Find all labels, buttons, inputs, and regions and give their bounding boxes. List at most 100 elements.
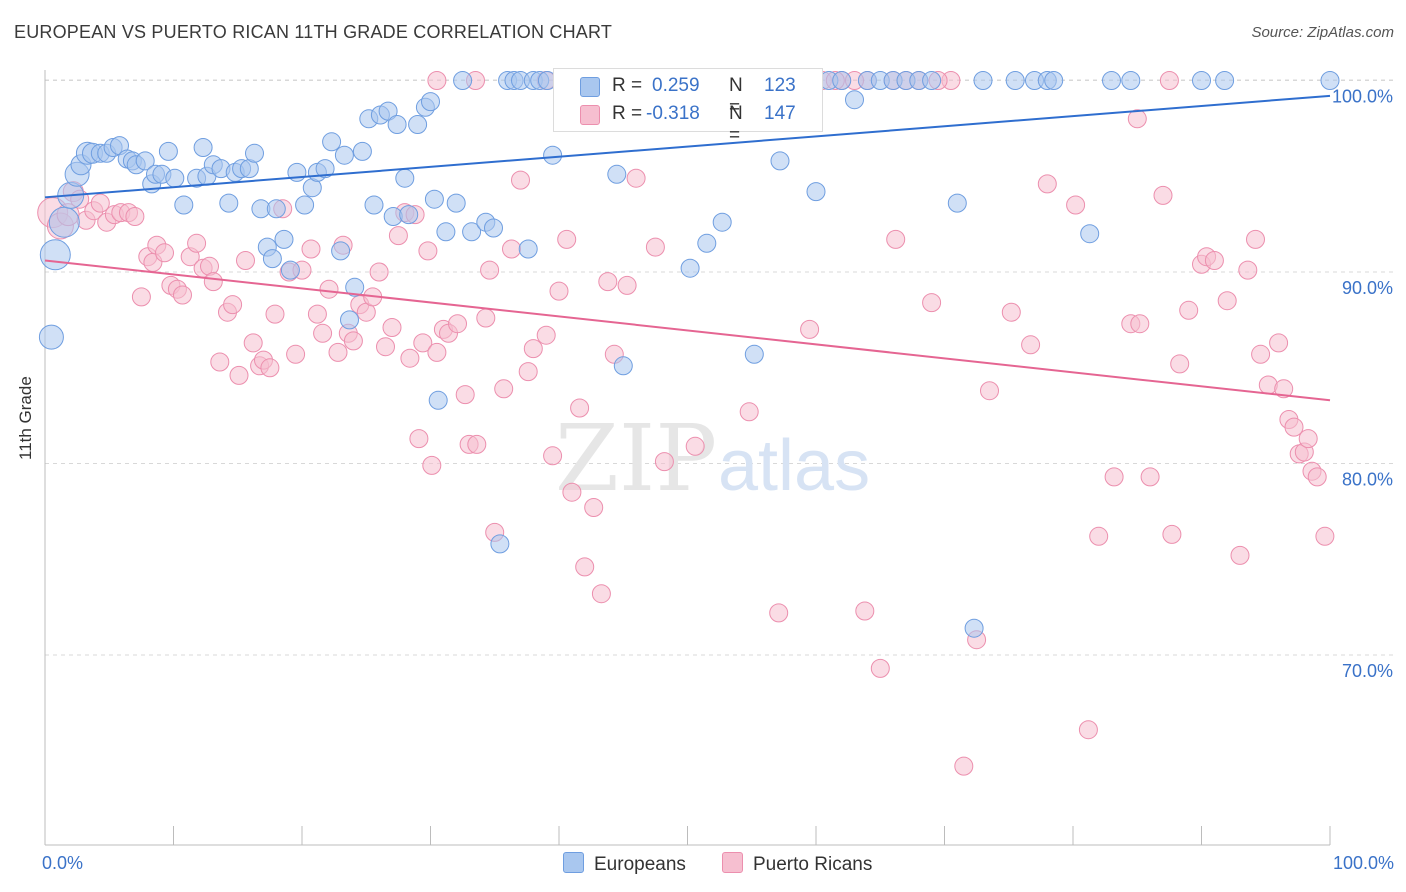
europeans-point: [262, 249, 282, 269]
europeans-point: [543, 145, 563, 165]
puerto-ricans-point: [954, 756, 974, 776]
europeans-point: [697, 233, 717, 253]
correlation-legend: R = 0.259 N = 123 R = -0.318 N = 147: [553, 68, 823, 146]
puerto-ricans-point: [260, 358, 280, 378]
puerto-ricans-point: [480, 260, 500, 280]
watermark-atlas: atlas: [718, 426, 870, 506]
europeans-point: [421, 92, 440, 112]
puerto-ricans-point: [494, 379, 514, 399]
europeans-point: [607, 164, 627, 184]
europeans-point: [518, 239, 538, 259]
puerto-ricans-point: [1251, 344, 1271, 364]
puerto-ricans-point: [422, 455, 442, 475]
europeans-point: [1320, 71, 1340, 90]
europeans-point: [408, 115, 428, 134]
puerto-ricans-point: [1246, 229, 1265, 249]
europeans-point: [680, 258, 700, 278]
puerto-ricans-point: [570, 398, 590, 418]
puerto-ricans-point: [1274, 379, 1294, 399]
legend-swatch-puerto-ricans: [722, 852, 743, 873]
europeans-point: [1192, 71, 1211, 90]
legend-r-label: R =: [612, 103, 643, 124]
puerto-ricans-point: [286, 344, 306, 364]
europeans-point: [38, 324, 64, 350]
puerto-ricans-point: [1217, 291, 1237, 311]
puerto-ricans-point: [400, 348, 420, 368]
watermark: ZIP atlas: [555, 405, 870, 512]
europeans-point: [436, 222, 456, 242]
y-tick-label: 80.0%: [1342, 470, 1393, 490]
chart-title: EUROPEAN VS PUERTO RICAN 11TH GRADE CORR…: [14, 22, 613, 42]
europeans-point: [490, 534, 510, 554]
puerto-ricans-point: [1001, 302, 1021, 322]
europeans-point: [428, 390, 448, 410]
europeans-point: [331, 241, 351, 261]
puerto-ricans-point: [476, 308, 496, 328]
y-tick-label: 100.0%: [1332, 87, 1393, 107]
puerto-ricans-point: [1230, 545, 1250, 565]
puerto-ricans-point: [685, 436, 705, 456]
europeans-point: [48, 206, 80, 238]
europeans-point: [315, 159, 335, 179]
puerto-ricans-point: [229, 365, 249, 385]
europeans-points: [38, 71, 1340, 638]
puerto-ricans-point: [855, 601, 875, 621]
puerto-ricans-point: [1315, 526, 1335, 546]
europeans-point: [613, 356, 633, 376]
europeans-point: [387, 115, 407, 134]
europeans-point: [744, 344, 764, 364]
legend-item-europeans: Europeans: [563, 852, 686, 876]
puerto-ricans-point: [173, 285, 192, 305]
puerto-ricans-point: [328, 342, 348, 362]
puerto-ricans-point: [376, 337, 395, 357]
puerto-ricans-point: [236, 251, 255, 270]
europeans-point: [947, 193, 967, 213]
puerto-ricans-point: [654, 452, 674, 472]
puerto-ricans-point: [187, 233, 207, 253]
legend-item-puerto-ricans: Puerto Ricans: [722, 852, 872, 876]
y-tick-label: 70.0%: [1342, 661, 1393, 681]
europeans-point: [1080, 224, 1100, 244]
puerto-ricans-point: [413, 333, 433, 353]
x-tick-label: 100.0%: [1333, 853, 1394, 873]
puerto-ricans-point: [980, 381, 999, 401]
puerto-ricans-point: [1130, 314, 1150, 334]
puerto-ricans-point: [549, 281, 569, 301]
europeans-point: [1102, 71, 1121, 90]
europeans-point: [334, 145, 354, 165]
puerto-ricans-point: [1089, 526, 1109, 546]
europeans-point: [484, 218, 503, 238]
puerto-ricans-point: [1153, 185, 1173, 205]
x-tick-label: 0.0%: [42, 853, 83, 873]
puerto-ricans-point: [307, 304, 327, 324]
europeans-point: [446, 193, 466, 213]
europeans-point: [964, 618, 984, 638]
legend-r-label: R =: [612, 75, 643, 96]
europeans-point: [1005, 71, 1025, 90]
puerto-ricans-point: [1037, 174, 1057, 194]
puerto-ricans-point: [427, 71, 447, 90]
legend-swatch-europeans: [580, 77, 600, 97]
europeans-point: [453, 71, 473, 90]
puerto-ricans-point: [1140, 467, 1160, 487]
puerto-ricans-point: [886, 229, 906, 249]
puerto-ricans-point: [1104, 467, 1124, 487]
puerto-ricans-point: [769, 603, 789, 623]
puerto-ricans-point: [1298, 429, 1318, 449]
puerto-ricans-point: [1066, 195, 1086, 215]
legend-n-value: 123: [764, 75, 796, 96]
puerto-ricans-point: [1307, 467, 1327, 487]
tick-labels: 70.0% 80.0% 90.0% 100.0% 0.0% 100.0%: [42, 87, 1394, 874]
europeans-point: [193, 138, 213, 157]
puerto-ricans-point: [301, 239, 321, 259]
europeans-point: [322, 132, 342, 152]
puerto-ricans-point: [626, 168, 646, 188]
puerto-ricans-point: [467, 434, 487, 454]
europeans-point: [922, 71, 942, 90]
europeans-point: [274, 229, 294, 249]
europeans-point: [364, 195, 384, 215]
puerto-ricans-point: [543, 446, 563, 466]
puerto-ricans-point: [518, 362, 538, 382]
europeans-point: [245, 143, 264, 163]
puerto-ricans-point: [870, 658, 890, 678]
